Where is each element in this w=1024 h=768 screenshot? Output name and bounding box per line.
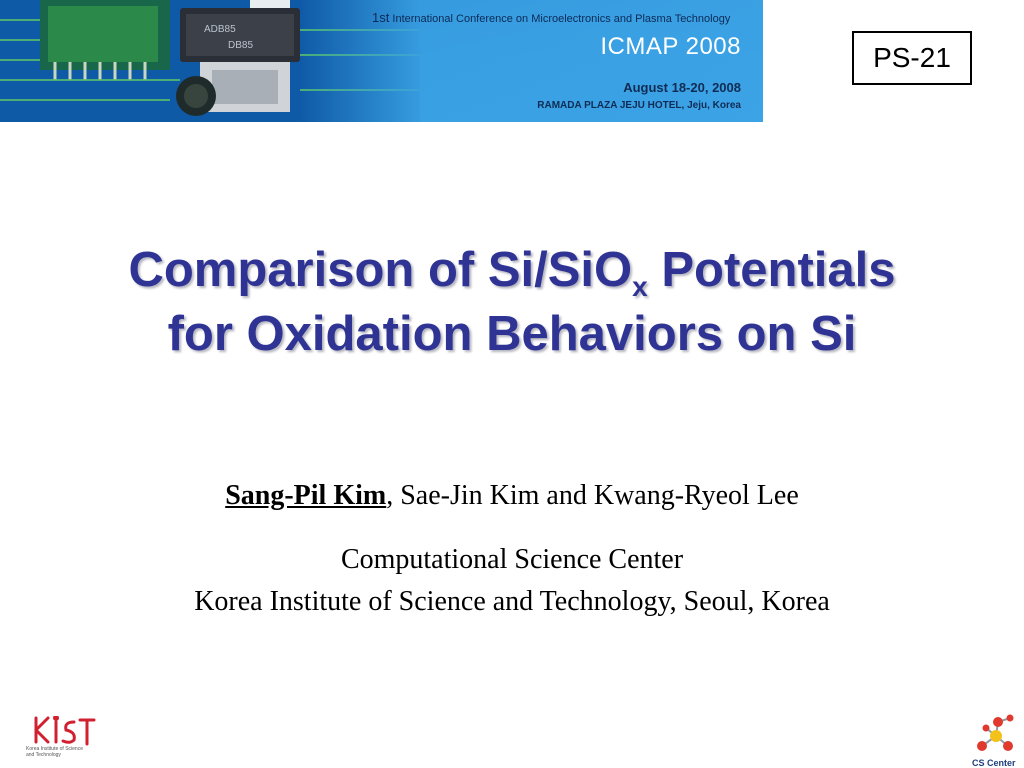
co-authors: , Sae-Jin Kim and Kwang-Ryeol Lee: [386, 480, 799, 511]
kist-logo-mark: [34, 716, 96, 746]
conference-ordinal: 1st: [372, 10, 390, 25]
session-code-box: PS-21: [852, 31, 972, 85]
affiliation-center: Computational Science Center: [340, 544, 684, 575]
author-list: Sang-Pil Kim, Sae-Jin Kim and Kwang-Ryeo…: [0, 480, 1024, 512]
chip-label: ADB85: [204, 24, 236, 35]
title-line-2: for Oxidation Behaviors on Si: [167, 307, 857, 361]
kist-logo: Korea Institute of Science and Technolog…: [22, 716, 102, 766]
conference-dates: August 18-20, 2008: [623, 80, 741, 95]
cs-center-logo: CS Center: [966, 714, 1022, 768]
cs-center-caption: CS Center: [972, 758, 1016, 768]
conference-venue: RAMADA PLAZA JEJU HOTEL, Jeju, Korea: [537, 100, 741, 111]
chip-label: DB85: [228, 40, 253, 51]
conference-name: 1st International Conference on Microele…: [372, 10, 730, 25]
conference-banner: ADB85 DB85 1st International Conference …: [0, 0, 763, 122]
conference-acronym: ICMAP 2008: [600, 33, 741, 60]
conference-full-name: International Conference on Microelectro…: [392, 13, 731, 25]
title-line-1: Comparison of Si/SiOx Potentials: [128, 243, 896, 302]
presenting-author: Sang-Pil Kim: [225, 480, 387, 511]
session-code: PS-21: [873, 42, 951, 73]
kist-caption: Korea Institute of Science and Technolog…: [26, 746, 83, 758]
molecule-icon: [977, 714, 1014, 751]
slide-title: Comparison of Si/SiOx Potentials for Oxi…: [20, 238, 1004, 366]
affiliation-institute: Korea Institute of Science and Technolog…: [194, 586, 830, 617]
affiliation: Computational Science Center Korea Insti…: [0, 539, 1024, 623]
title-subscript: x: [632, 271, 648, 302]
